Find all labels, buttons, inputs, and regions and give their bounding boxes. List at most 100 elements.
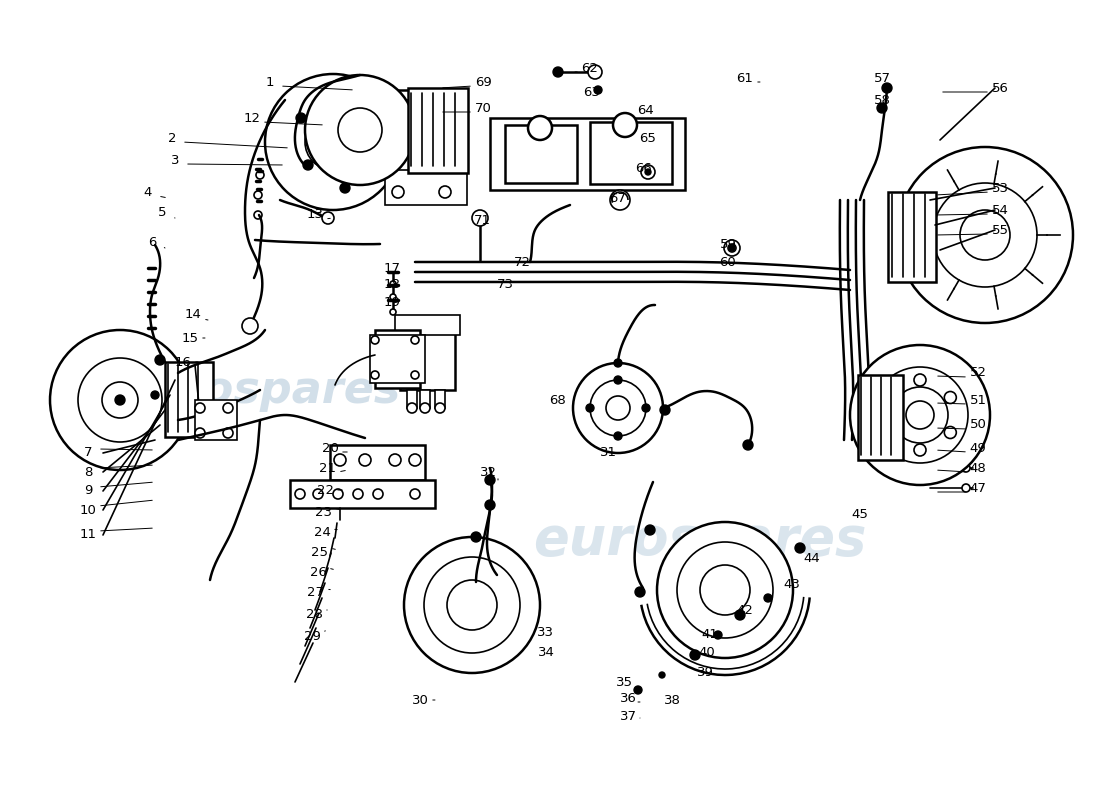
Text: 29: 29	[304, 630, 320, 642]
Circle shape	[319, 128, 346, 156]
Bar	[290, 480, 434, 508]
Text: 10: 10	[79, 503, 97, 517]
Circle shape	[962, 396, 970, 404]
Text: 61: 61	[737, 71, 754, 85]
Circle shape	[614, 432, 622, 440]
Text: 69: 69	[474, 75, 492, 89]
Text: 16: 16	[175, 355, 191, 369]
Circle shape	[645, 525, 654, 535]
Circle shape	[296, 113, 306, 123]
Circle shape	[883, 391, 895, 403]
Text: 63: 63	[584, 86, 601, 98]
Circle shape	[586, 404, 594, 412]
Circle shape	[410, 489, 420, 499]
Circle shape	[614, 376, 622, 384]
Text: 70: 70	[474, 102, 492, 114]
Circle shape	[724, 240, 740, 256]
Text: 3: 3	[170, 154, 179, 166]
Circle shape	[642, 404, 650, 412]
Circle shape	[295, 489, 305, 499]
Circle shape	[896, 147, 1072, 323]
Text: 36: 36	[619, 691, 637, 705]
Text: 5: 5	[157, 206, 166, 219]
Circle shape	[614, 359, 622, 367]
Circle shape	[962, 444, 970, 452]
Circle shape	[439, 186, 451, 198]
Circle shape	[334, 454, 346, 466]
Text: 39: 39	[696, 666, 714, 679]
Text: 25: 25	[311, 546, 329, 558]
Circle shape	[254, 211, 262, 219]
Text: 51: 51	[969, 394, 987, 406]
Circle shape	[102, 382, 138, 418]
Circle shape	[333, 489, 343, 499]
Circle shape	[411, 336, 419, 344]
Circle shape	[882, 83, 892, 93]
Text: 11: 11	[79, 529, 97, 542]
Circle shape	[735, 610, 745, 620]
Circle shape	[962, 484, 970, 492]
Text: 1: 1	[266, 75, 274, 89]
Text: 43: 43	[783, 578, 801, 591]
Bar	[858, 375, 903, 460]
Circle shape	[588, 65, 602, 79]
Circle shape	[50, 330, 190, 470]
Circle shape	[962, 464, 970, 472]
Circle shape	[914, 444, 926, 456]
Circle shape	[700, 565, 750, 615]
Text: 71: 71	[473, 214, 491, 226]
Bar	[392, 100, 460, 175]
Circle shape	[302, 160, 313, 170]
Circle shape	[359, 454, 371, 466]
Circle shape	[322, 212, 334, 224]
Text: 52: 52	[969, 366, 987, 379]
Circle shape	[944, 391, 956, 403]
Text: 68: 68	[550, 394, 566, 406]
Circle shape	[390, 294, 396, 300]
Circle shape	[728, 244, 736, 252]
Circle shape	[485, 500, 495, 510]
Text: 13: 13	[307, 209, 323, 222]
Bar	[505, 125, 578, 183]
Text: 31: 31	[600, 446, 616, 459]
Circle shape	[594, 86, 602, 94]
Text: 26: 26	[309, 566, 327, 578]
Text: 58: 58	[873, 94, 890, 106]
Text: 47: 47	[969, 482, 987, 494]
Circle shape	[714, 631, 722, 639]
Circle shape	[392, 186, 404, 198]
Text: 38: 38	[663, 694, 681, 706]
Circle shape	[877, 103, 887, 113]
Text: 72: 72	[514, 257, 530, 270]
Circle shape	[613, 113, 637, 137]
Circle shape	[305, 75, 415, 185]
Text: 6: 6	[147, 235, 156, 249]
Circle shape	[590, 380, 646, 436]
Text: 12: 12	[243, 111, 261, 125]
Circle shape	[373, 489, 383, 499]
Text: 19: 19	[384, 297, 400, 310]
Text: eurospares: eurospares	[534, 514, 867, 566]
Circle shape	[256, 171, 264, 179]
Text: 18: 18	[384, 278, 400, 291]
Text: 45: 45	[851, 509, 868, 522]
Text: 66: 66	[635, 162, 651, 174]
Circle shape	[195, 403, 205, 413]
Circle shape	[635, 587, 645, 597]
Circle shape	[634, 686, 642, 694]
Text: 35: 35	[616, 675, 632, 689]
Circle shape	[676, 542, 773, 638]
Text: 59: 59	[719, 238, 736, 251]
Text: 54: 54	[991, 203, 1009, 217]
Text: 55: 55	[991, 223, 1009, 237]
Circle shape	[116, 395, 125, 405]
Circle shape	[690, 650, 700, 660]
Text: 42: 42	[737, 603, 754, 617]
Bar	[395, 315, 460, 335]
Text: 2: 2	[167, 131, 176, 145]
Bar	[390, 90, 462, 185]
Circle shape	[155, 355, 165, 365]
Text: 30: 30	[411, 694, 428, 706]
Text: 21: 21	[319, 462, 337, 474]
Text: 32: 32	[480, 466, 496, 478]
